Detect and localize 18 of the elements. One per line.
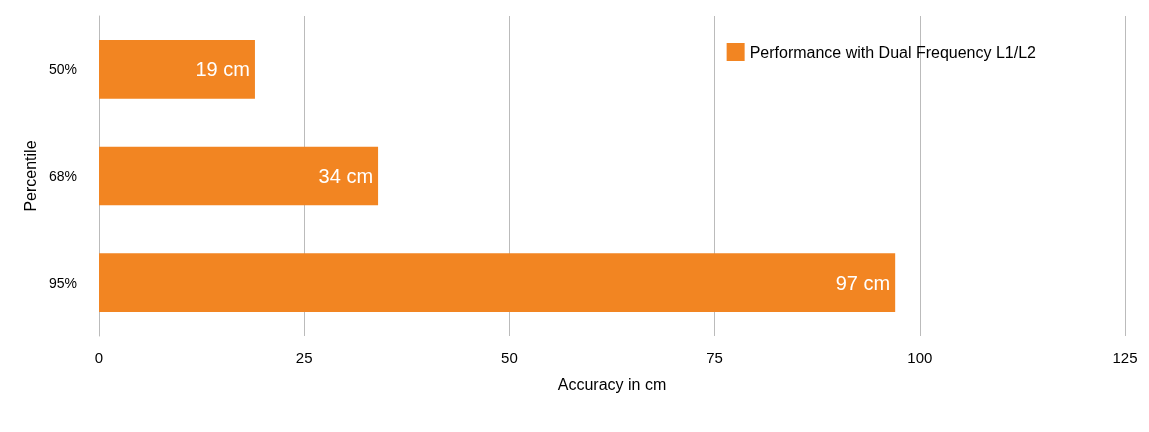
bar [99,253,896,312]
y-tick-label: 95% [48,274,77,291]
bar [99,146,379,206]
x-tick-label: 125 [1112,349,1138,366]
x-tick-label: 75 [706,349,723,366]
x-tick-label: 50 [501,349,518,366]
data-label: 97 cm [835,271,891,294]
y-tick-label: 68% [48,168,77,184]
x-tick-label: 25 [295,349,313,366]
x-tick-label: 0 [94,349,104,366]
data-label: 34 cm [318,165,374,187]
legend-label: Performance with Dual Frequency L1/L2 [749,43,1037,61]
y-axis-title: Percentile [21,140,39,212]
x-axis-title: Accuracy in cm [557,375,667,393]
bar [99,40,255,99]
data-label: 19 cm [195,58,250,81]
x-tick-label: 100 [907,349,933,366]
y-tick-label: 50% [48,61,77,78]
